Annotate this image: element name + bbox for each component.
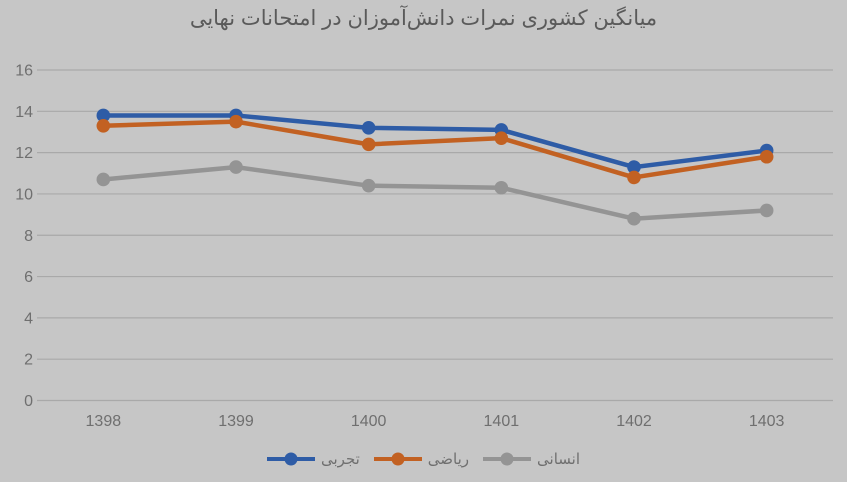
x-axis-label: 1400 <box>351 413 387 430</box>
series-point-1-2 <box>361 137 376 152</box>
x-axis-label: 1402 <box>616 413 652 430</box>
series-line-0 <box>101 113 769 170</box>
legend: تجربی ریاضی انسانی <box>0 446 847 472</box>
series-point-1-4 <box>627 170 641 185</box>
series-point-2-5 <box>759 203 774 218</box>
legend-line-marker-icon <box>373 452 422 466</box>
y-axis-label: 4 <box>24 310 33 327</box>
series-point-2-2 <box>361 178 376 193</box>
y-axis-label: 8 <box>24 228 33 245</box>
series-point-0-0 <box>96 108 111 123</box>
chart-title: میانگین کشوری نمرات دانش‌آموزان در امتحا… <box>189 7 658 30</box>
y-axis-label: 10 <box>15 186 33 203</box>
series-point-0-2 <box>361 121 376 135</box>
series-point-1-1 <box>229 114 243 129</box>
y-axis-label: 6 <box>24 269 33 286</box>
series-line-2 <box>101 164 769 221</box>
series-point-2-3 <box>494 180 509 195</box>
legend-item-1: ریاضی <box>373 450 470 468</box>
series-point-0-4 <box>627 160 641 174</box>
series-point-1-0 <box>96 118 111 133</box>
legend-item-2: انسانی <box>483 450 580 468</box>
series-point-2-0 <box>96 172 111 187</box>
x-axis-label: 1399 <box>218 413 254 430</box>
legend-label: ریاضی <box>427 451 470 468</box>
legend-label: تجربی <box>320 451 360 468</box>
y-axis-label: 0 <box>24 393 33 410</box>
x-axis-label: 1398 <box>86 413 122 430</box>
legend-line-marker-icon <box>266 452 315 466</box>
x-axis-label: 1401 <box>484 413 520 430</box>
series-point-1-5 <box>759 149 774 164</box>
series-line-1 <box>101 119 769 180</box>
y-axis-label: 12 <box>15 145 33 162</box>
x-axis-label: 1403 <box>749 413 785 430</box>
legend-item-0: تجربی <box>266 450 360 468</box>
y-axis-label: 2 <box>24 352 33 369</box>
series-point-2-1 <box>229 160 243 174</box>
legend-label: انسانی <box>537 451 581 468</box>
y-axis-label: 14 <box>15 104 33 121</box>
legend-line-marker-icon <box>483 452 532 466</box>
series-point-1-3 <box>494 131 509 145</box>
series-point-2-4 <box>627 211 641 226</box>
y-axis-label: 16 <box>15 63 33 80</box>
